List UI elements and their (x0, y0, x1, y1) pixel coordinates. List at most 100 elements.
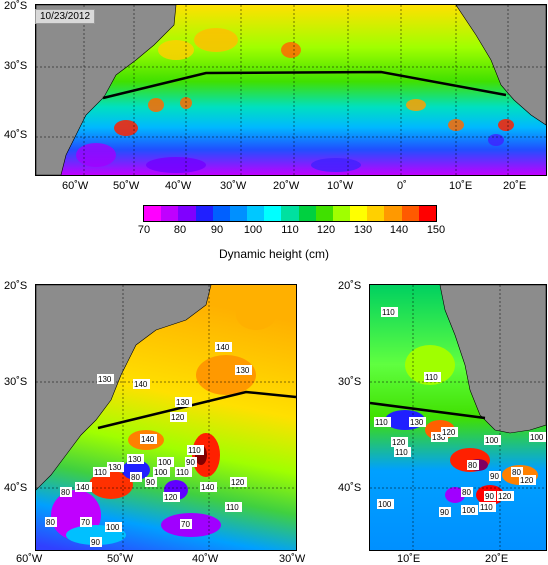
colorbar-segment (332, 206, 351, 221)
contour-label-bg (187, 445, 204, 455)
colorbar-segment (247, 206, 265, 221)
contour-label-bg (140, 434, 157, 444)
contour-label-bg (519, 475, 536, 485)
contour-label: 140 (201, 483, 215, 492)
top-lat-tick: 30˚S (4, 60, 28, 72)
contour-label-bg (180, 519, 192, 529)
top-lat-tick: 20˚S (4, 0, 28, 12)
colorbar-segment (418, 206, 436, 221)
contour-label: 130 (432, 433, 446, 442)
colorbar-tick: 90 (210, 224, 224, 236)
contour-label: 110 (395, 448, 408, 457)
contour-label-bg (467, 460, 479, 470)
top-lat-tick: 40˚S (4, 129, 28, 141)
contour-label-bg (235, 365, 252, 375)
colorbar-segment (367, 206, 385, 221)
section-line (97, 390, 296, 430)
contour-label: 110 (94, 468, 107, 477)
colorbar-tick: 120 (316, 224, 336, 236)
contour-label-bg (377, 499, 394, 509)
br-lon-tick: 20˚E (485, 553, 509, 565)
contour-label-bg (424, 372, 441, 382)
contour-label-bg (45, 517, 57, 527)
colorbar-segment (264, 206, 282, 221)
bottom-left-grid (36, 285, 296, 550)
contour-label: 90 (186, 458, 195, 467)
bottom-left-map-canvas: 1301401301401301201301401301101401109010… (36, 285, 296, 550)
cold-eddies (76, 134, 504, 173)
contour-label-bg (409, 417, 426, 427)
contour-label: 120 (171, 413, 185, 422)
contour-label-bg (225, 502, 242, 512)
contour-label: 110 (382, 308, 395, 317)
contour-label-bg (391, 437, 408, 447)
contour-label-bg (215, 342, 232, 352)
br-lat-tick: 40˚S (338, 482, 362, 494)
contour-label-bg (484, 491, 496, 501)
contour-label-bg (230, 477, 247, 487)
contour-label: 110 (226, 503, 239, 512)
br-lon-tick: 10˚E (397, 553, 421, 565)
contour-label: 100 (530, 433, 544, 442)
bl-lat-tick: 20˚S (4, 280, 28, 292)
top-lon-tick: 40˚W (165, 180, 192, 192)
contour-label: 80 (512, 468, 521, 477)
contour-label: 140 (141, 435, 155, 444)
contour-label: 120 (392, 438, 406, 447)
colorbar-tick: 150 (426, 224, 446, 236)
contour-label: 110 (176, 468, 189, 477)
colorbar-segment (384, 206, 402, 221)
contour-label-bg (170, 412, 187, 422)
contour-label: 110 (188, 446, 201, 455)
contour-label-bg (80, 517, 92, 527)
bl-lat-tick: 30˚S (4, 376, 28, 388)
bottom-right-map-panel: 110 110 130 130 110 120 110 120 100 100 100 80 80 90 9… (369, 284, 547, 551)
contour-label-bg (93, 467, 110, 477)
contour-label-bg (484, 435, 501, 445)
bottom-left-map-panel: 130 140 130 140 130 120 130 140 130 110 140 110 90 10… (35, 284, 297, 551)
contour-label-bg (153, 467, 170, 477)
contour-label-bg (105, 522, 122, 532)
bl-lat-tick: 40˚S (4, 482, 28, 494)
contour-label-bg (200, 482, 217, 492)
contour-label-bg (127, 454, 144, 464)
contour-label: 90 (146, 478, 155, 487)
contour-label: 130 (108, 463, 122, 472)
top-lon-tick: 0˚ (397, 180, 407, 192)
top-map-canvas (36, 5, 546, 175)
contour-label: 80 (131, 473, 140, 482)
colorbar-tick: 80 (173, 224, 187, 236)
contour-label-bg (130, 472, 142, 482)
contour-label-bg (145, 477, 157, 487)
contour-label-bg (441, 427, 458, 437)
top-lon-tick: 10˚W (327, 180, 354, 192)
contour-label: 80 (462, 488, 471, 497)
contour-label: 80 (61, 488, 70, 497)
colorbar-tick: 110 (281, 224, 299, 236)
contour-label: 120 (498, 492, 512, 501)
contour-label: 100 (106, 523, 120, 532)
contour-label-bg (381, 307, 398, 317)
contour-label: 100 (462, 506, 476, 515)
contour-label: 110 (425, 373, 438, 382)
top-lon-tick: 20˚W (273, 180, 300, 192)
contour-label: 90 (91, 538, 100, 547)
contour-label: 140 (76, 483, 90, 492)
contour-label: 120 (164, 493, 178, 502)
contour-label-bg (175, 397, 192, 407)
contour-label-bg (90, 537, 102, 547)
contour-label-bg (75, 482, 92, 492)
africa-land (439, 285, 546, 434)
contour-label: 100 (158, 458, 172, 467)
section-line (370, 401, 486, 420)
date-label: 10/23/2012 (35, 9, 96, 24)
colorbar-segment (281, 206, 299, 221)
top-lon-tick: 60˚W (62, 180, 89, 192)
contour-label-bg (394, 447, 411, 457)
contour-label: 100 (154, 468, 168, 477)
south-america-land (36, 285, 212, 491)
bl-lon-tick: 40˚W (192, 553, 219, 565)
colorbar-segment (212, 206, 230, 221)
contour-label: 120 (231, 478, 245, 487)
